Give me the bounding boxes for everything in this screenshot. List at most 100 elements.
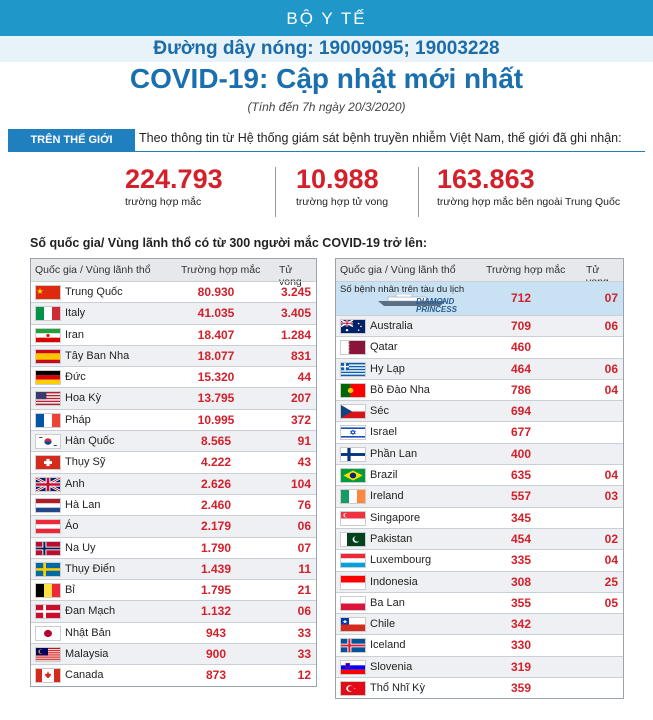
fi-flag-icon: [340, 446, 366, 462]
stat-label: trường hợp tử vong: [296, 196, 389, 208]
cruise-ship-icon: [378, 294, 446, 306]
country-name: Thụy Sỹ: [65, 456, 106, 469]
it-flag-icon: [35, 306, 61, 322]
stat-value: 10.988: [296, 164, 379, 194]
country-name: Australia: [370, 320, 413, 332]
world-section-rule: [135, 151, 645, 152]
cases-value: 2.626: [200, 476, 232, 491]
deaths-value: 04: [604, 382, 618, 397]
br-flag-icon: [340, 468, 366, 484]
country-name: Ba Lan: [370, 596, 405, 609]
stat-divider: [418, 167, 419, 217]
cases-value: 400: [510, 446, 532, 461]
country-name: Áo: [65, 520, 79, 533]
country-name: Hà Lan: [65, 498, 101, 511]
table-row: Brazil 635 04: [336, 464, 623, 485]
cases-value: 4.222: [200, 455, 232, 470]
table-row: Bỉ 1.795 21: [31, 579, 316, 600]
table-row: Ireland 557 03: [336, 485, 623, 507]
ca-flag-icon: [35, 668, 61, 684]
cases-value: 694: [510, 404, 532, 419]
country-name: Pháp: [65, 413, 91, 426]
country-name: Ireland: [370, 490, 404, 503]
country-name: Singapore: [370, 511, 421, 524]
header-bar: BỘ Y TẾ: [0, 0, 653, 36]
deaths-value: 33: [297, 647, 311, 662]
table-row: Slovenia 319: [336, 655, 623, 678]
no-flag-icon: [35, 540, 61, 556]
id-flag-icon: [340, 574, 366, 590]
country-name: Israel: [370, 426, 397, 439]
pl-flag-icon: [340, 595, 366, 611]
si-flag-icon: [340, 659, 366, 675]
table-row: Canada 873 12: [31, 664, 316, 685]
country-name: Chile: [370, 618, 396, 631]
deaths-value: 06: [604, 319, 618, 333]
page-title: COVID-19: Cập nhật mới nhất: [129, 63, 524, 94]
deaths-value: 06: [297, 604, 311, 619]
table-row: Séc 694: [336, 400, 623, 422]
au-flag-icon: [340, 319, 366, 334]
deaths-value: 03: [604, 489, 618, 504]
cl-flag-icon: [340, 617, 366, 633]
cz-flag-icon: [340, 404, 366, 420]
cases-value: 709: [510, 319, 532, 333]
il-flag-icon: [340, 425, 366, 441]
deaths-value: 06: [297, 519, 311, 534]
deaths-value: 76: [297, 497, 311, 512]
deaths-value: 25: [604, 574, 618, 589]
lu-flag-icon: [340, 553, 366, 569]
country-name: Hy Lạp: [370, 362, 405, 375]
cases-value: 464: [510, 361, 532, 376]
as-of-date: (Tính đến 7h ngày 20/3/2020): [247, 100, 406, 114]
source-text: Theo thông tin từ Hệ thống giám sát bệnh…: [139, 131, 622, 145]
deaths-value: 372: [290, 412, 311, 427]
se-flag-icon: [35, 561, 61, 577]
cases-value: 677: [510, 425, 532, 440]
deaths-value: 91: [297, 434, 311, 449]
left-country-table: Quốc gia / Vùng lãnh thổ Trường hợp mắc …: [30, 258, 317, 687]
cases-value: 319: [510, 659, 532, 674]
table-row: Đan Mạch 1.132 06: [31, 600, 316, 622]
pt-flag-icon: [340, 382, 366, 398]
cases-value: 943: [205, 625, 227, 640]
deaths-value: 207: [290, 391, 311, 406]
deaths-value: 07: [297, 540, 311, 555]
col-cases: Trường hợp mắc: [181, 264, 261, 276]
table-row: Qatar 460: [336, 336, 623, 357]
de-flag-icon: [35, 370, 61, 386]
table-row: Thổ Nhĩ Kỳ 359: [336, 677, 623, 698]
cases-value: 2.179: [200, 519, 232, 534]
cn-flag-icon: [35, 285, 61, 300]
col-cases: Trường hợp mắc: [486, 264, 566, 276]
cases-value: 13.795: [197, 391, 235, 406]
cases-value: 18.077: [197, 348, 235, 363]
deaths-value: 06: [604, 361, 618, 376]
deaths-value: 3.245: [280, 285, 311, 299]
deaths-value: 33: [297, 625, 311, 640]
country-name: Italy: [65, 307, 86, 320]
country-name: Tây Ban Nha: [65, 349, 130, 362]
deaths-value: 02: [604, 531, 618, 546]
deaths-value: 07: [604, 291, 618, 305]
deaths-value: 21: [297, 583, 311, 598]
cases-value: 2.460: [200, 497, 232, 512]
country-name: Thụy Điển: [65, 562, 116, 575]
hotline-text: Đường dây nóng: 19009095; 19003228: [153, 38, 500, 59]
deaths-value: 05: [604, 595, 618, 610]
cases-value: 41.035: [197, 306, 235, 321]
table-row: Na Uy 1.790 07: [31, 536, 316, 558]
table-header: Quốc gia / Vùng lãnh thổ Trường hợp mắc …: [336, 259, 623, 288]
dk-flag-icon: [35, 604, 61, 620]
country-name: Phần Lan: [370, 447, 418, 460]
stat-divider: [275, 167, 276, 217]
cases-value: 10.995: [197, 412, 235, 427]
country-name: Malaysia: [65, 648, 109, 661]
cases-value: 308: [510, 574, 532, 589]
table-row: Thụy Điển 1.439 11: [31, 557, 316, 580]
kr-flag-icon: [35, 434, 61, 450]
deaths-value: 3.405: [280, 306, 311, 321]
cases-value: 330: [510, 638, 532, 653]
table-row: Bồ Đào Nha 786 04: [336, 378, 623, 400]
table-row: Áo 2.179 06: [31, 515, 316, 537]
